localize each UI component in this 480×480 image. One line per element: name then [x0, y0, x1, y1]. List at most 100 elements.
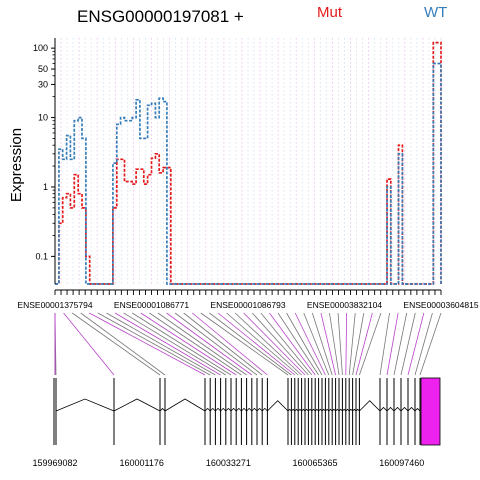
x-tick-label: ENSE00001086793	[210, 300, 285, 310]
intron-line	[301, 408, 306, 412]
genomic-position-label: 160033271	[206, 458, 251, 468]
genomic-position-label: 160065365	[293, 458, 338, 468]
intron-line	[338, 408, 343, 412]
exon-connector	[311, 312, 333, 376]
exon-connector	[243, 312, 306, 376]
y-tick-label: 10	[38, 113, 48, 123]
exon-connector	[183, 312, 263, 376]
exon-connector	[303, 312, 330, 376]
intron-line	[204, 407, 211, 412]
y-tick-label: 30	[38, 79, 48, 89]
highlighted-exon	[420, 377, 441, 446]
intron-line	[318, 408, 323, 412]
intron-line	[386, 406, 395, 412]
x-tick-label: ENSE00003604815	[403, 300, 478, 310]
intron-line	[311, 408, 316, 412]
intron-line	[159, 407, 166, 412]
exon-connector	[217, 312, 296, 376]
intron-line	[287, 408, 292, 412]
legend-mut: Mut	[317, 4, 343, 21]
exon-connector	[149, 312, 242, 376]
exon-connector	[337, 312, 343, 376]
exon-connector	[140, 312, 237, 376]
exon-connector	[114, 312, 221, 376]
plot-axes: 0.1 1 10 30 50 100 ENSE00001375794 ENSE00001086…	[17, 38, 479, 310]
intron-line	[164, 398, 206, 412]
intron-line	[235, 407, 242, 412]
intron-line	[261, 407, 268, 412]
x-tick-label: ENSE00001086771	[114, 300, 189, 310]
exon-connector	[166, 312, 253, 376]
intron-line	[304, 408, 309, 412]
intron-line	[209, 407, 216, 412]
intron-line	[359, 400, 381, 412]
exon-connector	[294, 312, 326, 376]
exon-connector	[414, 312, 433, 376]
plot-series	[55, 41, 442, 285]
intron-line	[355, 408, 360, 412]
exon-connector	[277, 312, 319, 376]
intron-line	[321, 408, 326, 412]
exon-connector	[157, 312, 247, 376]
intron-line	[407, 406, 416, 412]
intron-line	[393, 406, 402, 412]
intron-line	[414, 407, 421, 412]
intron-line	[297, 408, 302, 412]
y-tick-label: 1	[43, 182, 48, 192]
exon-connector	[63, 312, 115, 376]
exon-connector	[359, 312, 382, 376]
exon-connector	[251, 312, 309, 376]
exon-connector	[269, 312, 316, 376]
intron-line	[308, 408, 313, 412]
intron-line	[267, 400, 289, 412]
exon-connector	[355, 312, 373, 376]
intron-line	[291, 408, 296, 412]
exon-connector	[226, 312, 299, 376]
grid-lines	[54, 38, 442, 284]
chart-title: ENSG00000197081 +	[77, 7, 244, 26]
intron-line	[345, 408, 350, 412]
series-line-mut	[55, 41, 442, 285]
x-tick-label: ENSE00003832104	[307, 300, 382, 310]
exon-connector	[286, 312, 323, 376]
intron-line	[225, 407, 232, 412]
exon-connector	[260, 312, 313, 376]
series-line-wt	[55, 62, 442, 285]
intron-line	[342, 408, 347, 412]
exon-connector	[386, 312, 399, 376]
exon-connector	[379, 312, 390, 376]
genomic-position-label: 160097460	[379, 458, 424, 468]
intron-line	[294, 408, 299, 412]
exon-connector	[106, 312, 216, 376]
intron-line	[113, 398, 161, 412]
exon-connector	[329, 312, 340, 376]
exon-connector	[320, 312, 336, 376]
intron-line	[251, 407, 258, 412]
exon-connectors	[54, 312, 442, 376]
intron-line	[352, 408, 357, 412]
intron-line	[400, 406, 409, 412]
y-tick-label: 0.1	[35, 251, 48, 261]
exon-connector	[234, 312, 302, 376]
intron-line	[335, 408, 340, 412]
exon-connector	[400, 312, 416, 376]
exon-connector	[352, 312, 365, 376]
x-tick-label: ENSE00001375794	[17, 300, 92, 310]
intron-line	[348, 408, 353, 412]
genomic-position-label: 159969082	[32, 458, 77, 468]
exon-connector	[97, 312, 211, 376]
intron-line	[220, 407, 227, 412]
exon-connector	[348, 312, 356, 376]
intron-line	[55, 398, 115, 412]
exon-connector	[71, 312, 161, 376]
intron-line	[230, 407, 237, 412]
intron-line	[241, 407, 247, 412]
exon-connector	[174, 312, 258, 376]
y-tick-label: 50	[38, 64, 48, 74]
legend-wt: WT	[424, 4, 447, 21]
exon-connector	[89, 312, 206, 376]
y-tick-label: 100	[33, 43, 48, 53]
intron-line	[331, 408, 336, 412]
intron-line	[325, 408, 330, 412]
